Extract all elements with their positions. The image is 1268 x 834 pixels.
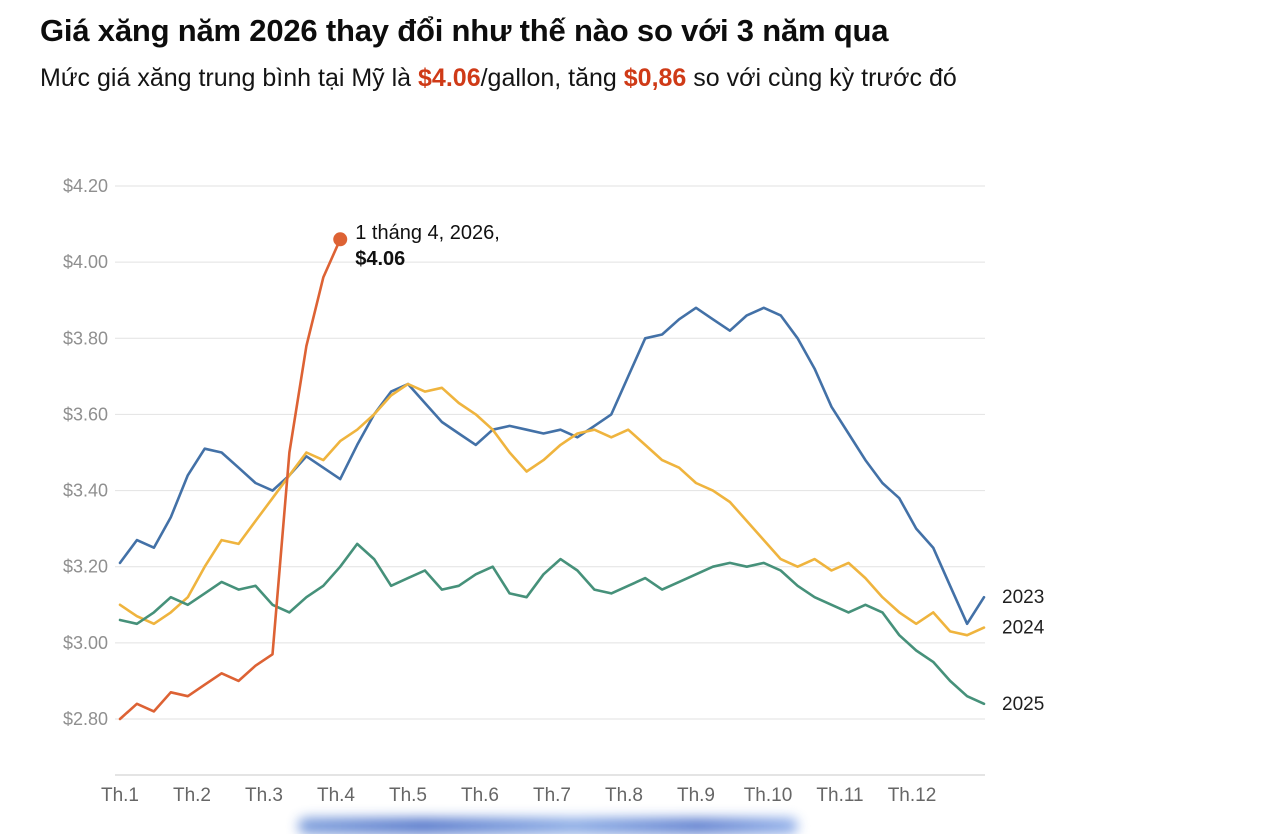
endpoint-dot: [333, 232, 348, 247]
x-tick-label: Th.12: [888, 785, 937, 806]
x-tick-label: Th.2: [173, 785, 211, 806]
y-tick-label: $3.80: [63, 328, 108, 348]
line-chart: $2.80 $3.00 $3.20 $3.40 $3.60 $3.80 $4.00 $4.20…: [0, 165, 1268, 825]
y-tick-label: $3.40: [63, 481, 108, 501]
annotation-date: 1 tháng 4, 2026,: [355, 222, 500, 245]
x-tick-label: Th.8: [605, 785, 643, 806]
x-tick-label: Th.1: [101, 785, 139, 806]
y-tick-label: $4.20: [63, 176, 108, 196]
annotation-price: $4.06: [355, 248, 406, 271]
y-tick-label: $4.00: [63, 252, 108, 272]
subtitle-text-1: Mức giá xăng trung bình tại Mỹ là: [40, 63, 419, 92]
x-tick-label: Th.5: [389, 785, 427, 806]
x-tick-label: Th.4: [317, 785, 355, 806]
y-tick-label: $3.00: [63, 633, 108, 653]
x-tick-label: Th.7: [533, 785, 571, 806]
x-tick-label: Th.3: [245, 785, 283, 806]
series-line-2025: [118, 542, 986, 706]
series-line-2026: [118, 238, 342, 721]
y-tick-label: $2.80: [63, 709, 108, 729]
endpoint-annotation: 1 tháng 4, 2026, $4.06: [355, 220, 500, 272]
y-tick-label: $3.20: [63, 557, 108, 577]
x-tick-label: Th.9: [677, 785, 715, 806]
subtitle-increase-highlight: $0,86: [623, 63, 687, 92]
header: Giá xăng năm 2026 thay đổi như thế nào s…: [40, 12, 1170, 98]
chart-subtitle: Mức giá xăng trung bình tại Mỹ là $4.06/…: [40, 59, 1070, 98]
x-tick-label: Th.11: [816, 785, 863, 806]
series-line-2024: [118, 382, 986, 637]
series-end-label-2023: 2023: [1002, 587, 1044, 608]
series-end-label-2025: 2025: [1002, 694, 1044, 715]
y-tick-label: $3.60: [63, 404, 108, 424]
chart-canvas: $2.80 $3.00 $3.20 $3.40 $3.60 $3.80 $4.00 $4.20…: [63, 176, 1045, 806]
x-tick-label: Th.6: [461, 785, 499, 806]
series-line-2023: [118, 306, 986, 626]
subtitle-price-highlight: $4.06: [418, 63, 481, 92]
subtitle-text-2: /gallon, tăng: [480, 63, 624, 92]
page-title: Giá xăng năm 2026 thay đổi như thế nào s…: [40, 13, 889, 48]
x-tick-label: Th.10: [744, 785, 793, 806]
series-end-label-2024: 2024: [1002, 618, 1045, 639]
blurred-source-link[interactable]: [298, 818, 798, 834]
subtitle-text-3: so với cùng kỳ trước đó: [686, 63, 957, 92]
